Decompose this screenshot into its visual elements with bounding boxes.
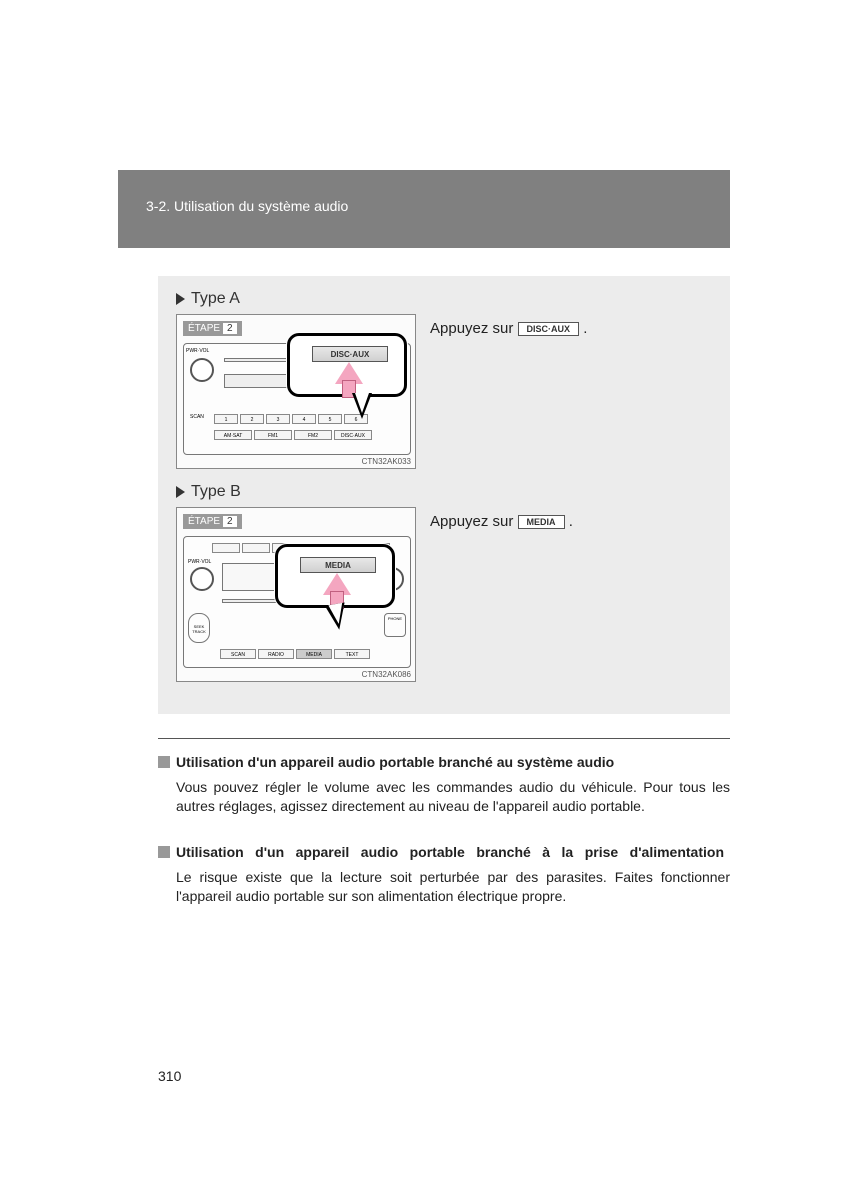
seek-button: SEEK TRACK xyxy=(188,613,210,643)
callout-a: DISC·AUX xyxy=(287,333,407,397)
type-a-row: Type A xyxy=(176,290,712,308)
mode-btn: MEDIA xyxy=(296,649,332,659)
callout-button: DISC·AUX xyxy=(312,346,388,362)
num-btn: 4 xyxy=(292,414,316,424)
type-a-content: ÉTAPE 2 1 2 3 4 5 6 AM·SAT FM1 FM2 xyxy=(176,314,712,469)
etape-text: ÉTAPE xyxy=(188,323,220,334)
num-btn: 5 xyxy=(318,414,342,424)
etape-num: 2 xyxy=(223,323,237,334)
section-header: 3-2. Utilisation du système audio xyxy=(118,170,730,248)
note-1: Utilisation d'un appareil audio portable… xyxy=(158,754,730,816)
num-buttons: 1 2 3 4 5 6 xyxy=(214,414,368,424)
mode-btn: DISC·AUX xyxy=(334,430,372,440)
callout-tail-inner xyxy=(355,393,369,413)
type-a-instruction: Appuyez sur DISC·AUX . xyxy=(430,314,712,469)
pwr-label: PWR·VOL xyxy=(186,348,209,354)
etape-num: 2 xyxy=(223,516,237,527)
section-title: 3-2. Utilisation du système audio xyxy=(146,198,348,214)
type-a-diagram: ÉTAPE 2 1 2 3 4 5 6 AM·SAT FM1 FM2 xyxy=(176,314,416,469)
instr-button: DISC·AUX xyxy=(518,322,580,336)
image-code: CTN32AK086 xyxy=(362,670,411,679)
note-title: Utilisation d'un appareil audio portable… xyxy=(176,844,724,860)
instr-button: MEDIA xyxy=(518,515,565,529)
square-bullet-icon xyxy=(158,756,170,768)
etape-text: ÉTAPE xyxy=(188,516,220,527)
triangle-icon xyxy=(176,486,185,498)
mode-buttons-b: SCAN RADIO MEDIA TEXT xyxy=(220,649,370,659)
top-btn xyxy=(242,543,270,553)
type-a-label: Type A xyxy=(191,290,240,308)
type-b-diagram: ÉTAPE 2 PWR·VOL SEEK TRACK PHONE xyxy=(176,507,416,682)
procedure-box: Type A ÉTAPE 2 1 2 3 4 5 6 A xyxy=(158,276,730,714)
type-b-row: Type B xyxy=(176,483,712,501)
type-b-label: Type B xyxy=(191,483,241,501)
num-btn: 2 xyxy=(240,414,264,424)
note-title: Utilisation d'un appareil audio portable… xyxy=(176,754,614,770)
note-title-row: Utilisation d'un appareil audio portable… xyxy=(158,844,730,860)
pwrvol-label: PWR·VOL xyxy=(188,559,211,565)
callout-button: MEDIA xyxy=(300,557,376,573)
triangle-icon xyxy=(176,293,185,305)
divider xyxy=(158,738,730,739)
note-body: Le risque existe que la lecture soit per… xyxy=(176,868,730,906)
num-btn: 3 xyxy=(266,414,290,424)
callout-b: MEDIA xyxy=(275,544,395,608)
note-body: Vous pouvez régler le volume avec les co… xyxy=(176,778,730,816)
mode-btn: FM1 xyxy=(254,430,292,440)
phone-button: PHONE xyxy=(384,613,406,637)
type-b-content: ÉTAPE 2 PWR·VOL SEEK TRACK PHONE xyxy=(176,507,712,682)
etape-badge: ÉTAPE 2 xyxy=(183,321,242,336)
square-bullet-icon xyxy=(158,846,170,858)
note-2: Utilisation d'un appareil audio portable… xyxy=(158,844,730,906)
knob-icon xyxy=(190,567,214,591)
instr-prefix: Appuyez sur xyxy=(430,513,518,530)
etape-badge: ÉTAPE 2 xyxy=(183,514,242,529)
mode-btn: SCAN xyxy=(220,649,256,659)
page-number: 310 xyxy=(158,1068,181,1084)
top-btn xyxy=(212,543,240,553)
type-b-instruction: Appuyez sur MEDIA . xyxy=(430,507,712,682)
mode-btn: AM·SAT xyxy=(214,430,252,440)
knob-icon xyxy=(190,358,214,382)
mode-btn: FM2 xyxy=(294,430,332,440)
instr-suffix: . xyxy=(569,513,573,530)
scan-label: SCAN xyxy=(190,414,204,420)
mode-buttons: AM·SAT FM1 FM2 DISC·AUX xyxy=(214,430,372,440)
instr-prefix: Appuyez sur xyxy=(430,320,518,337)
mode-btn: TEXT xyxy=(334,649,370,659)
image-code: CTN32AK033 xyxy=(362,457,411,466)
note-title-row: Utilisation d'un appareil audio portable… xyxy=(158,754,730,770)
instr-suffix: . xyxy=(583,320,587,337)
num-btn: 1 xyxy=(214,414,238,424)
mode-btn: RADIO xyxy=(258,649,294,659)
